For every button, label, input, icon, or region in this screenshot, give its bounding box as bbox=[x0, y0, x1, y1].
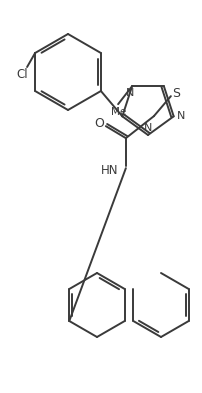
Text: Me: Me bbox=[110, 107, 125, 117]
Text: N: N bbox=[143, 123, 152, 133]
Text: O: O bbox=[94, 117, 103, 130]
Text: Cl: Cl bbox=[16, 68, 28, 81]
Text: N: N bbox=[125, 88, 134, 98]
Text: S: S bbox=[171, 87, 179, 100]
Text: HN: HN bbox=[101, 163, 118, 177]
Text: N: N bbox=[176, 111, 184, 121]
